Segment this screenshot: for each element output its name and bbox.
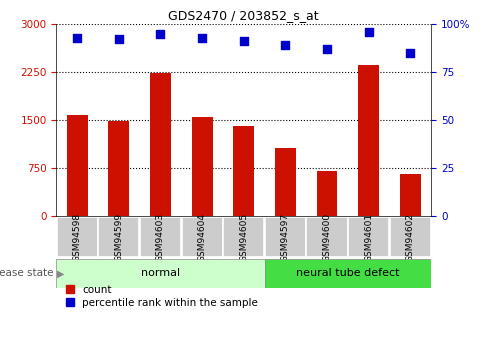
Text: GSM94600: GSM94600: [322, 213, 332, 262]
Bar: [275, 148, 296, 216]
Bar: [56, 259, 265, 288]
Point: [73, 35, 81, 40]
Bar: [317, 171, 338, 216]
Point: [281, 42, 289, 48]
Bar: [223, 217, 265, 257]
Bar: [390, 217, 431, 257]
Bar: [67, 115, 88, 216]
Text: GSM94601: GSM94601: [364, 213, 373, 262]
Text: GSM94604: GSM94604: [197, 213, 207, 262]
Text: GSM94603: GSM94603: [156, 213, 165, 262]
Bar: [192, 117, 213, 216]
Text: neural tube defect: neural tube defect: [296, 268, 400, 278]
Text: GSM94602: GSM94602: [406, 213, 415, 262]
Text: GSM94599: GSM94599: [114, 213, 123, 262]
Bar: [265, 217, 306, 257]
Text: disease state: disease state: [0, 268, 54, 278]
Point: [240, 39, 247, 44]
Bar: [233, 126, 254, 216]
Bar: [108, 120, 129, 216]
Text: normal: normal: [141, 268, 180, 278]
Bar: [140, 217, 181, 257]
Point: [365, 29, 372, 34]
Text: GSM94597: GSM94597: [281, 213, 290, 262]
Point: [198, 35, 206, 40]
Text: GSM94598: GSM94598: [73, 213, 82, 262]
Bar: [181, 217, 223, 257]
Bar: [358, 65, 379, 216]
Text: ▶: ▶: [57, 268, 65, 278]
Bar: [348, 217, 390, 257]
Point: [115, 37, 122, 42]
Legend: count, percentile rank within the sample: count, percentile rank within the sample: [62, 281, 263, 312]
Point: [323, 46, 331, 52]
Title: GDS2470 / 203852_s_at: GDS2470 / 203852_s_at: [169, 9, 319, 22]
Bar: [306, 217, 348, 257]
Point: [406, 50, 414, 56]
Bar: [265, 259, 431, 288]
Bar: [56, 217, 98, 257]
Bar: [98, 217, 140, 257]
Bar: [150, 73, 171, 216]
Text: GSM94605: GSM94605: [239, 213, 248, 262]
Point: [156, 31, 164, 37]
Bar: [400, 174, 421, 216]
